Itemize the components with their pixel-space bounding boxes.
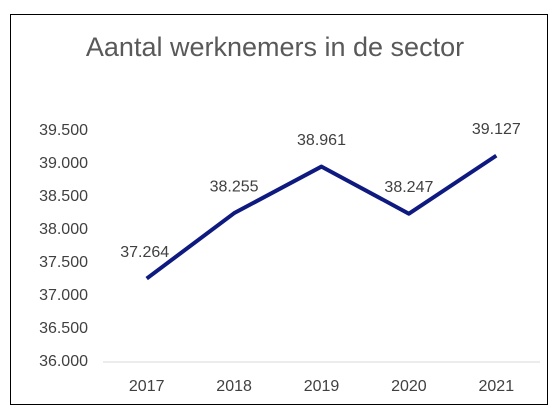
data-label: 37.264: [120, 244, 169, 261]
y-tick-label: 39.500: [39, 122, 88, 139]
data-label: 39.127: [472, 121, 521, 138]
y-tick-label: 38.500: [39, 188, 88, 205]
data-label: 38.255: [210, 178, 259, 195]
y-tick-label: 38.000: [39, 221, 88, 238]
chart-title: Aantal werknemers in de sector: [85, 32, 465, 62]
x-tick-label: 2020: [391, 378, 427, 395]
y-tick-label: 37.500: [39, 254, 88, 271]
x-tick-label: 2019: [304, 378, 340, 395]
y-tick-label: 37.000: [39, 287, 88, 304]
y-tick-label: 39.000: [39, 155, 88, 172]
data-line: [145, 153, 498, 281]
y-tick-label: 36.000: [39, 353, 88, 370]
x-tick-label: 2017: [129, 378, 165, 395]
data-label: 38.961: [297, 132, 346, 149]
x-tick-label: 2021: [479, 378, 515, 395]
data-label: 38.247: [384, 179, 433, 196]
y-tick-label: 36.500: [39, 320, 88, 337]
chart-frame: [10, 14, 548, 405]
x-tick-label: 2018: [216, 378, 252, 395]
